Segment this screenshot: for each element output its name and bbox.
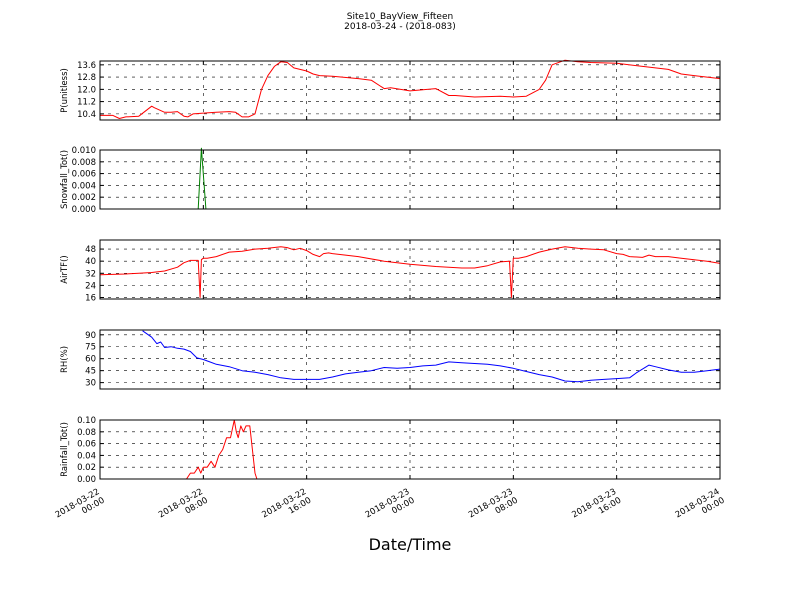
series-line <box>99 246 721 298</box>
y-tick-label: 13.6 <box>77 61 96 71</box>
y-tick-label: 0.006 <box>72 170 96 180</box>
y-tick-label: 90 <box>85 331 96 341</box>
y-tick-label: 60 <box>85 355 96 365</box>
x-axis-tick-labels: 2018-03-2200:00 2018-03-2208:00 2018-03-22… <box>54 487 727 529</box>
y-tick-label: 0.000 <box>72 205 96 215</box>
y-tick-label: 48 <box>85 245 96 255</box>
y-tick-label: 16 <box>85 293 96 303</box>
y-tick-label: 0.004 <box>72 181 96 191</box>
y-tick-label: 0.02 <box>77 463 96 473</box>
y-axis-label: Snowfall_Tot() <box>60 150 70 209</box>
y-tick-label: 0.002 <box>72 193 96 203</box>
panel-1: 10.4 11.2 12.0 12.8 13.6 P(unitless) <box>60 59 721 121</box>
y-tick-label: 75 <box>85 343 96 353</box>
y-tick-label: 12.0 <box>77 85 96 95</box>
y-tick-label: 30 <box>85 379 96 389</box>
y-tick-label: 0.008 <box>72 158 96 168</box>
y-tick-label: 10.4 <box>77 110 96 120</box>
y-axis-label: RH(%) <box>60 346 70 373</box>
panel-3: 16 24 32 40 48 AirTF() <box>60 239 721 303</box>
x-tick-label: 2018-03-2308:00 <box>467 487 520 529</box>
x-tick-label: 2018-03-2216:00 <box>260 487 313 529</box>
y-tick-label: 0.04 <box>77 451 96 461</box>
y-tick-label: 40 <box>85 257 96 267</box>
x-axis-label: Date/Time <box>369 535 452 554</box>
y-axis-label: AirTF() <box>60 255 70 283</box>
y-tick-label: 24 <box>85 281 96 291</box>
y-tick-label: 32 <box>85 269 96 279</box>
y-tick-label: 0.08 <box>77 428 96 438</box>
y-tick-label: 11.2 <box>77 98 96 108</box>
x-tick-label: 2018-03-2200:00 <box>54 487 107 529</box>
chart-title-line1: Site10_BayView_Fifteen <box>347 12 453 22</box>
y-tick-label: 12.8 <box>77 73 96 83</box>
series-line <box>100 419 720 480</box>
panel-5: 0.00 0.02 0.040.06 0.08 0.10 Rainfall_Tot() <box>60 416 721 485</box>
y-tick-label: 0.06 <box>77 440 96 450</box>
y-tick-label: 0.00 <box>77 475 96 485</box>
x-tick-label: 2018-03-2208:00 <box>157 487 210 529</box>
y-axis-label: P(unitless) <box>60 68 70 113</box>
y-axis-label: Rainfall_Tot() <box>60 422 70 477</box>
y-tick-label: 0.010 <box>72 146 96 156</box>
y-tick-label: 45 <box>85 367 96 377</box>
panel-4: 30 45 60 75 90 RH(%) <box>60 329 721 390</box>
chart-title-line2: 2018-03-24 - (2018-083) <box>344 22 456 32</box>
x-tick-label: 2018-03-2300:00 <box>364 487 417 529</box>
x-tick-label: 2018-03-2400:00 <box>674 487 727 529</box>
series-line <box>142 330 721 383</box>
x-tick-label: 2018-03-2316:00 <box>570 487 623 529</box>
y-tick-label: 0.10 <box>77 416 96 426</box>
panels-group: 10.411.212.012.813.6P(unitless)0.0000.00… <box>60 59 721 485</box>
